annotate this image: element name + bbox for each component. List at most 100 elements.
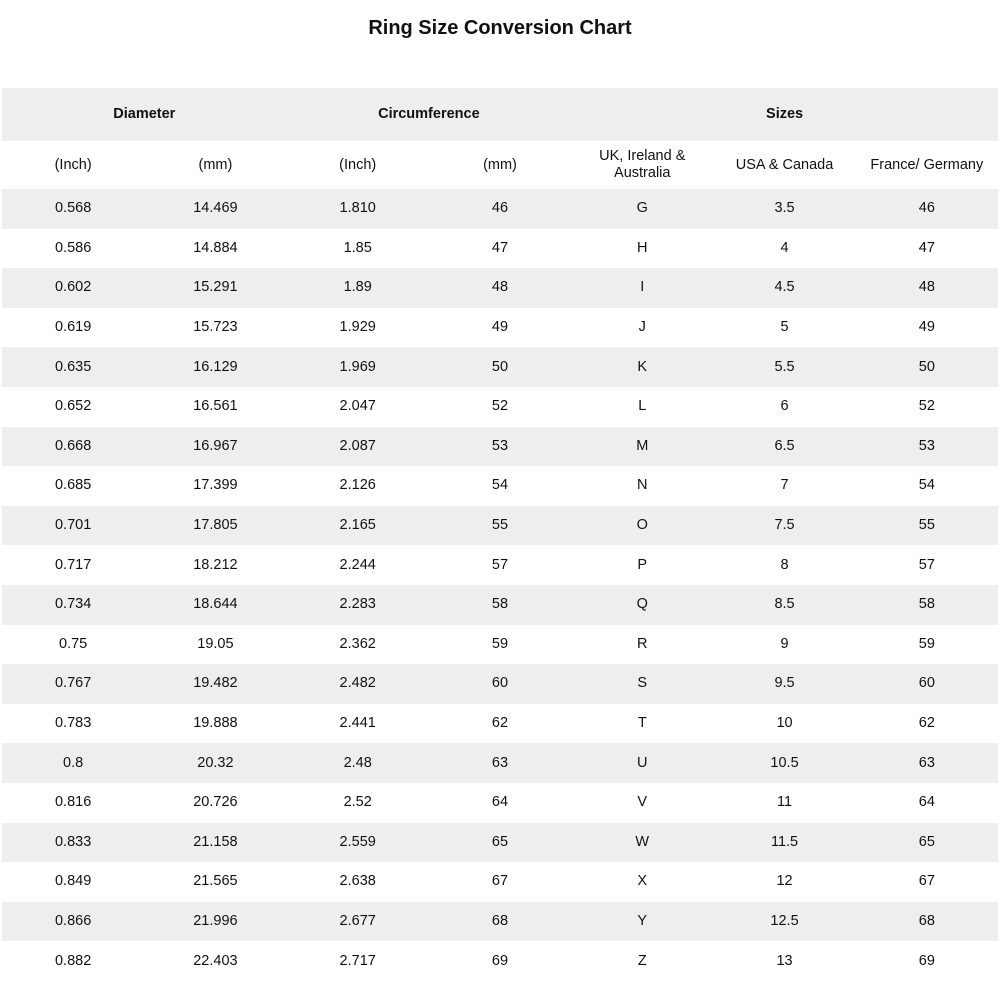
table-row: 0.833 21.158 2.559 65 W 11.5 65	[2, 822, 998, 863]
cell-uk-size: K	[637, 358, 648, 375]
cell-circumference-mm: 48	[491, 279, 509, 296]
table-row: 0.685 17.399 2.126 54 N 7 54	[2, 466, 998, 506]
cell-uk-size: S	[637, 675, 648, 692]
cell-circumference-inch: 2.087	[339, 437, 376, 454]
cell-usa-size: 3.5	[774, 200, 795, 217]
table-row: 0.882 22.403 2.717 69 Z 13 69	[2, 941, 998, 981]
cell-uk-size: J	[638, 319, 646, 336]
cell-france-size: 60	[918, 675, 935, 692]
cell-usa-size: 12	[776, 873, 793, 890]
cell-diameter-inch: 0.619	[54, 319, 92, 336]
group-header-row: Diameter Circumference Sizes	[2, 88, 998, 141]
group-header-diameter: Diameter	[113, 106, 176, 122]
cell-circumference-mm: 57	[491, 556, 509, 573]
column-header-france: France/ Germany	[870, 156, 984, 173]
cell-uk-size: H	[637, 239, 648, 256]
cell-france-size: 58	[918, 596, 935, 613]
cell-circumference-mm: 46	[491, 200, 509, 217]
cell-circumference-inch: 2.482	[339, 675, 376, 692]
table-body: 0.568 14.469 1.810 46 G 3.5 46 0.586 14.884 1.85 4…	[2, 189, 998, 981]
cell-france-size: 65	[918, 833, 935, 850]
cell-usa-size: 7	[780, 477, 789, 494]
cell-usa-size: 7.5	[774, 517, 795, 534]
cell-circumference-inch: 2.441	[339, 715, 376, 732]
cell-uk-size: V	[637, 794, 648, 811]
cell-usa-size: 9	[780, 635, 789, 652]
cell-uk-size: Q	[636, 596, 648, 613]
cell-circumference-inch: 2.047	[339, 398, 376, 415]
cell-diameter-mm: 15.723	[193, 319, 238, 336]
cell-circumference-mm: 58	[491, 596, 509, 613]
cell-france-size: 46	[918, 200, 935, 217]
cell-france-size: 59	[918, 635, 935, 652]
table-row: 0.75 19.05 2.362 59 R 9 59	[2, 625, 998, 665]
cell-france-size: 67	[918, 873, 935, 890]
table-row: 0.652 16.561 2.047 52 L 6 52	[2, 387, 998, 427]
cell-circumference-mm: 49	[491, 319, 509, 336]
cell-usa-size: 5	[780, 319, 789, 336]
cell-circumference-mm: 64	[491, 794, 509, 811]
cell-france-size: 55	[918, 517, 935, 534]
cell-diameter-inch: 0.685	[54, 477, 92, 494]
cell-diameter-inch: 0.652	[54, 398, 92, 415]
cell-usa-size: 4	[780, 239, 789, 256]
cell-france-size: 48	[918, 279, 935, 296]
table-row: 0.619 15.723 1.929 49 J 5 49	[2, 308, 998, 348]
cell-diameter-mm: 20.726	[193, 794, 238, 811]
cell-circumference-mm: 68	[491, 912, 509, 929]
cell-diameter-inch: 0.833	[54, 833, 92, 850]
cell-circumference-mm: 50	[491, 358, 509, 375]
cell-circumference-mm: 59	[491, 635, 509, 652]
cell-usa-size: 10.5	[770, 754, 799, 771]
table-row: 0.586 14.884 1.85 47 H 4 47	[2, 229, 998, 269]
cell-diameter-mm: 18.212	[193, 556, 238, 573]
cell-usa-size: 10	[776, 715, 793, 732]
page-title: Ring Size Conversion Chart	[368, 17, 632, 39]
table-row: 0.701 17.805 2.165 55 O 7.5 55	[2, 505, 998, 546]
cell-uk-size: Y	[637, 912, 648, 929]
cell-circumference-inch: 1.810	[339, 200, 376, 217]
cell-usa-size: 12.5	[770, 912, 799, 929]
cell-france-size: 49	[918, 319, 935, 336]
cell-diameter-mm: 22.403	[193, 952, 238, 969]
cell-diameter-mm: 16.561	[193, 398, 238, 415]
cell-diameter-mm: 20.32	[197, 754, 234, 771]
cell-diameter-mm: 19.05	[197, 635, 234, 652]
cell-france-size: 68	[918, 912, 935, 929]
column-header-diameter-inch: (Inch)	[54, 156, 92, 173]
cell-uk-size: L	[638, 398, 647, 415]
cell-circumference-inch: 2.244	[339, 556, 376, 573]
cell-circumference-mm: 52	[491, 398, 509, 415]
column-header-circumference-inch: (Inch)	[339, 156, 377, 173]
table-row: 0.668 16.967 2.087 53 M 6.5 53	[2, 426, 998, 467]
cell-uk-size: P	[637, 556, 648, 573]
cell-diameter-inch: 0.866	[54, 912, 92, 929]
cell-diameter-inch: 0.586	[54, 239, 92, 256]
cell-usa-size: 5.5	[774, 358, 795, 375]
cell-diameter-mm: 19.888	[193, 715, 238, 732]
table-row: 0.767 19.482 2.482 60 S 9.5 60	[2, 664, 998, 704]
cell-circumference-inch: 1.969	[339, 358, 376, 375]
cell-circumference-mm: 69	[491, 952, 509, 969]
group-header-sizes: Sizes	[766, 106, 804, 122]
table-row: 0.717 18.212 2.244 57 P 8 57	[2, 545, 998, 585]
cell-diameter-mm: 15.291	[193, 279, 238, 296]
cell-circumference-inch: 2.638	[339, 873, 376, 890]
cell-uk-size: R	[637, 635, 648, 652]
cell-diameter-mm: 21.996	[193, 912, 238, 929]
cell-diameter-inch: 0.602	[54, 279, 92, 296]
cell-uk-size: T	[637, 715, 647, 732]
cell-circumference-mm: 67	[491, 873, 509, 890]
cell-usa-size: 9.5	[774, 675, 795, 692]
cell-france-size: 69	[918, 952, 935, 969]
cell-circumference-mm: 53	[491, 437, 509, 454]
cell-diameter-mm: 14.469	[193, 200, 238, 217]
table-row: 0.816 20.726 2.52 64 V 11 64	[2, 783, 998, 823]
cell-usa-size: 6	[780, 398, 789, 415]
cell-circumference-mm: 54	[491, 477, 509, 494]
cell-usa-size: 11	[777, 794, 793, 811]
cell-circumference-inch: 1.85	[343, 239, 372, 256]
cell-circumference-inch: 1.929	[339, 319, 376, 336]
cell-usa-size: 8	[780, 556, 789, 573]
cell-diameter-inch: 0.668	[54, 437, 92, 454]
